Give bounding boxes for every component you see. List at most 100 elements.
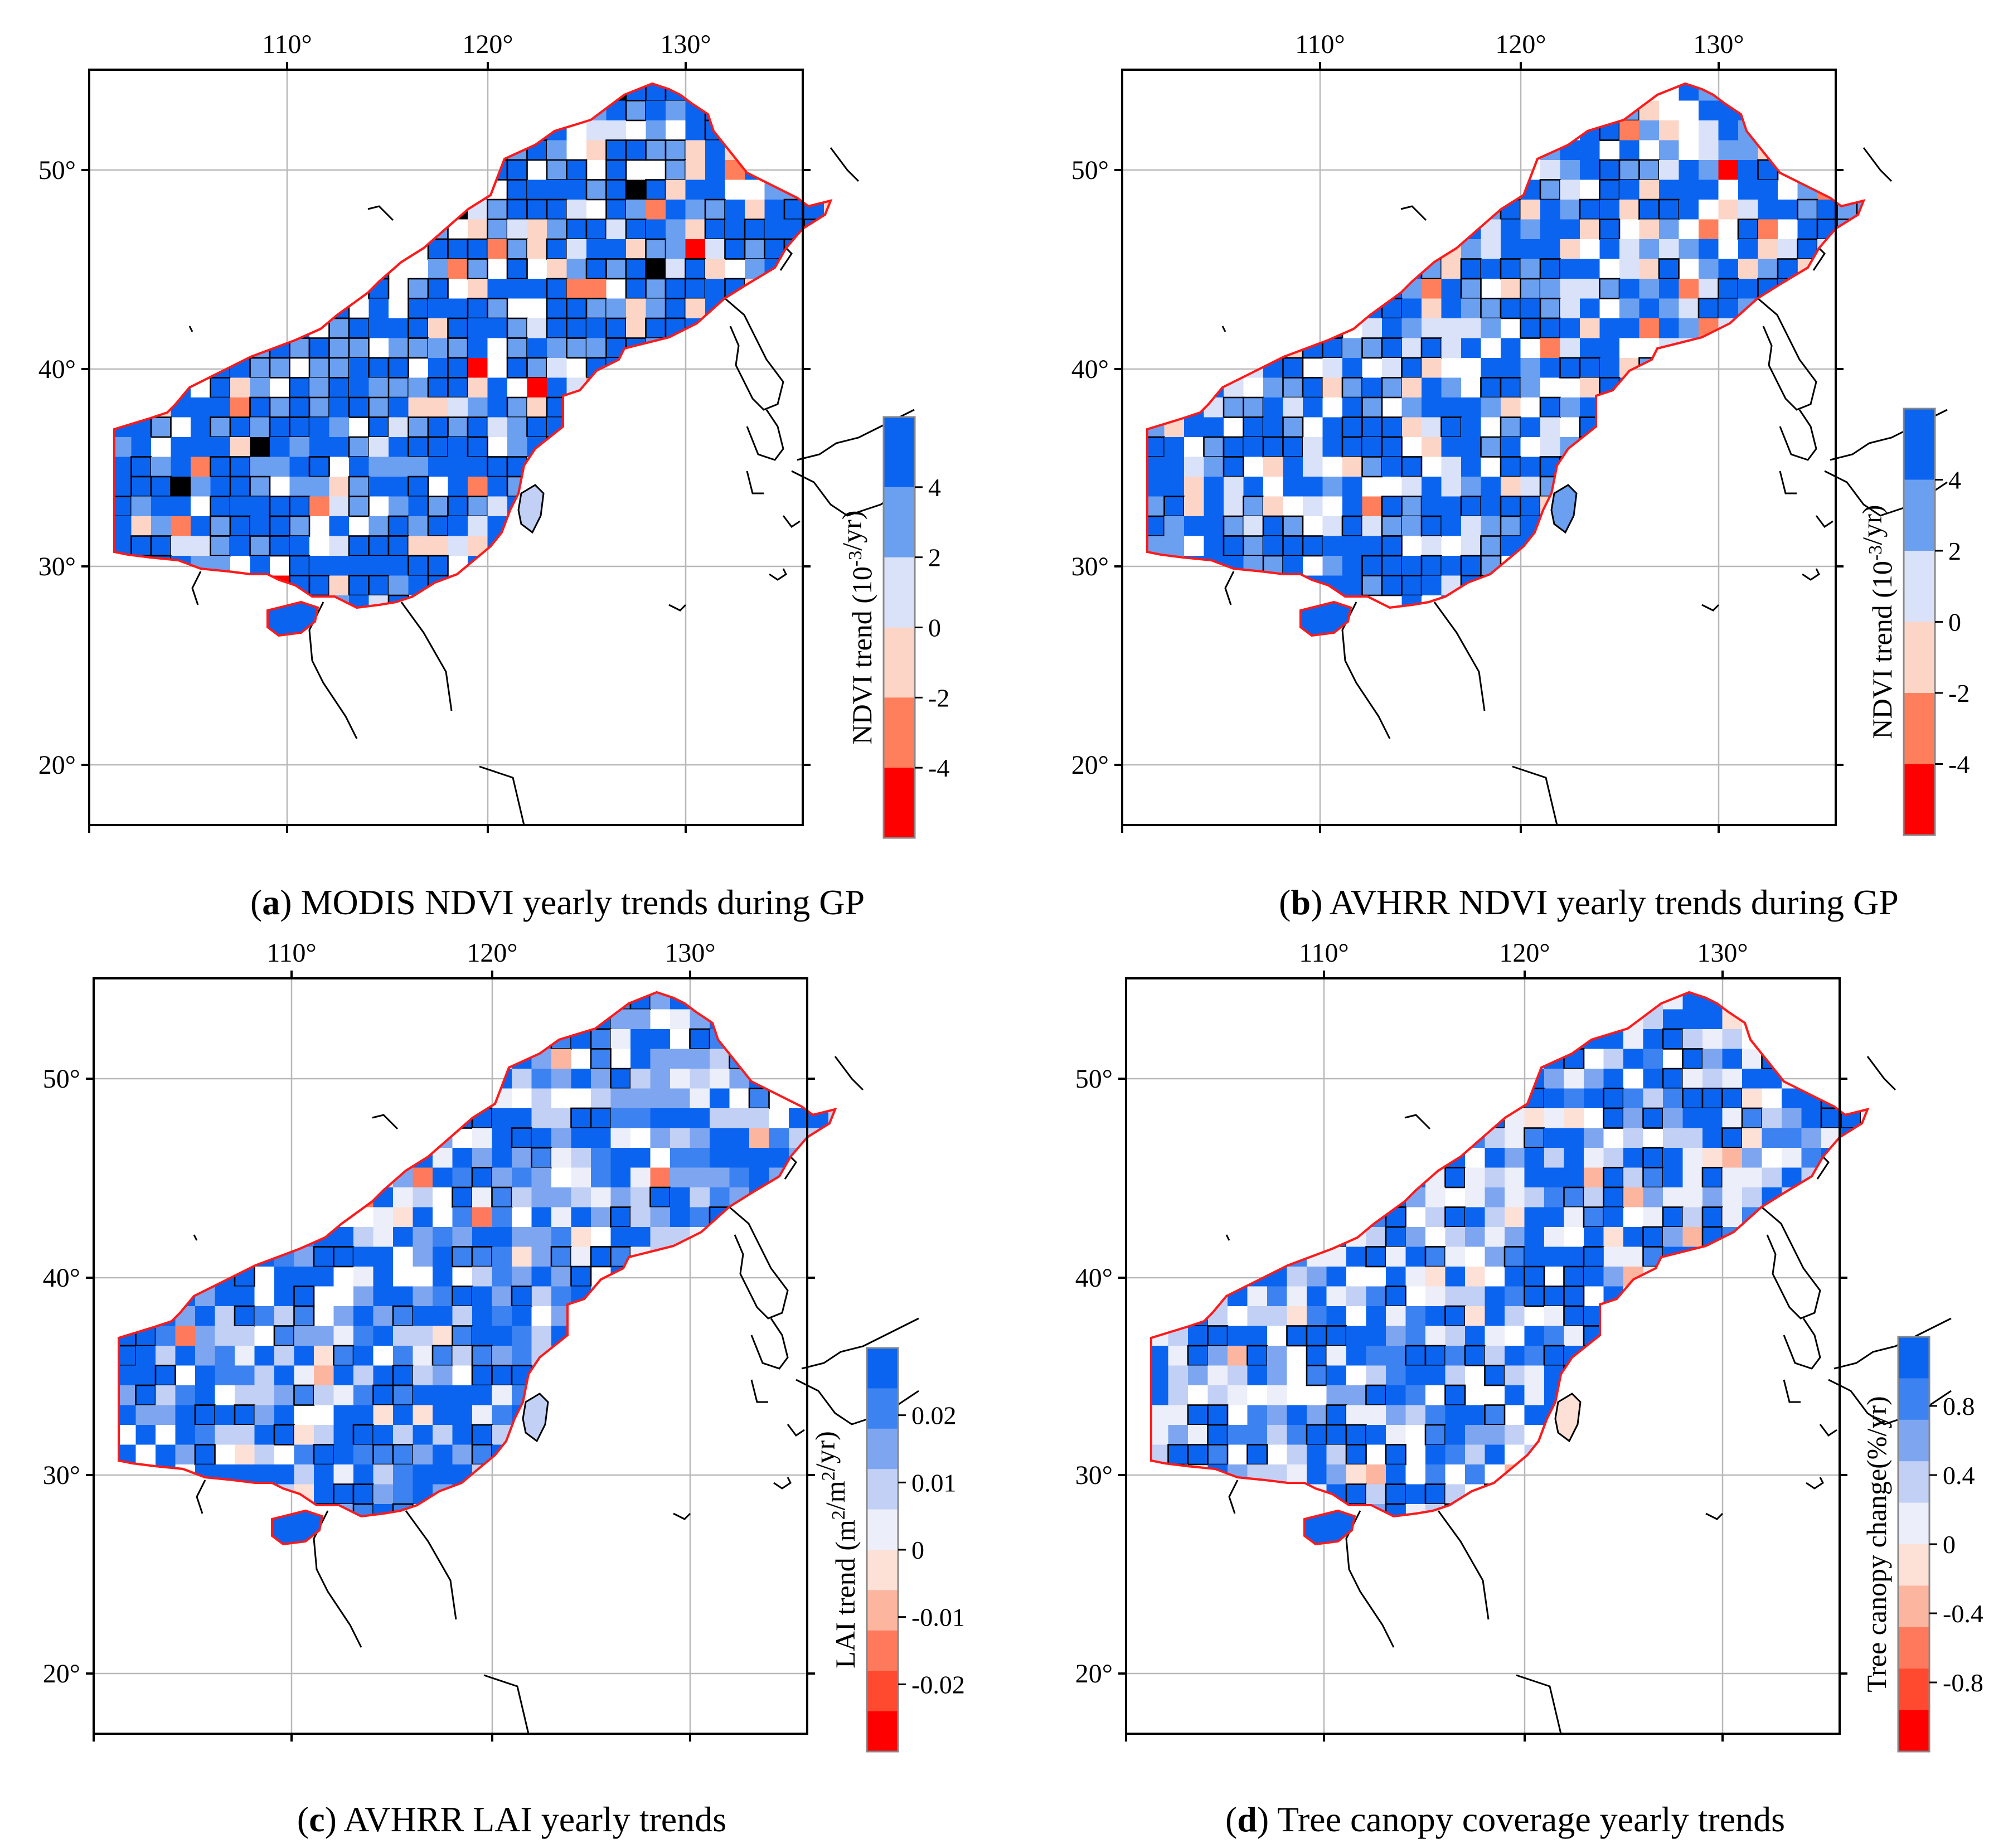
trend-cell <box>1207 1385 1228 1405</box>
trend-cell <box>551 1524 571 1544</box>
trend-cell <box>156 1246 176 1267</box>
trend-cell <box>1500 416 1521 438</box>
trend-cell <box>646 219 666 239</box>
trend-cell <box>353 992 374 1010</box>
trend-cell <box>630 1227 651 1247</box>
trend-cell <box>1618 575 1640 596</box>
trend-cell <box>433 1246 453 1267</box>
trend-cell <box>1361 456 1383 478</box>
trend-cell <box>131 358 151 378</box>
trend-cell <box>274 1286 294 1306</box>
trend-cell <box>645 436 667 458</box>
trend-cell <box>1821 1405 1841 1425</box>
trend-cell <box>249 238 271 260</box>
trend-cell <box>1283 180 1303 200</box>
trend-cell <box>235 1365 255 1385</box>
trend-cell <box>848 1187 869 1207</box>
trend-cell <box>1638 198 1660 220</box>
trend-cell <box>1563 1305 1585 1327</box>
trend-cell <box>428 200 448 220</box>
trend-cell <box>1722 1326 1742 1346</box>
trend-cell <box>1782 1405 1802 1425</box>
trend-cell <box>1501 358 1521 378</box>
trend-cell <box>606 397 626 418</box>
trend-cell <box>1287 1187 1307 1207</box>
trend-cell <box>784 100 804 120</box>
trend-cell <box>1877 140 1897 161</box>
trend-cell <box>254 1187 274 1207</box>
trend-cell <box>606 575 626 595</box>
trend-cell <box>1263 575 1283 595</box>
trend-cell <box>235 1167 255 1187</box>
trend-cell <box>1682 1326 1702 1346</box>
trend-cell <box>1361 416 1383 438</box>
latitude-label: 20° <box>43 1659 80 1689</box>
trend-cell <box>329 219 349 239</box>
trend-cell <box>506 594 528 608</box>
trend-cell <box>1282 317 1304 339</box>
trend-cell <box>1738 595 1758 608</box>
colorbar-swatch <box>884 768 915 838</box>
trend-cell <box>372 1384 394 1406</box>
trend-cell <box>215 1286 235 1306</box>
trend-cell <box>1599 457 1619 477</box>
trend-cell <box>1877 101 1897 121</box>
map-frame <box>1125 977 1841 1735</box>
trend-cell <box>1381 515 1403 537</box>
trend-cell <box>1342 200 1362 220</box>
trend-cell <box>808 1187 828 1207</box>
trend-cell <box>294 1009 314 1029</box>
trend-cell <box>669 1286 691 1307</box>
trend-cell <box>670 1385 690 1405</box>
trend-cell <box>1778 200 1798 220</box>
trend-cell <box>1283 100 1303 120</box>
trend-cell <box>1386 1128 1406 1148</box>
trend-cell <box>254 1385 274 1405</box>
trend-cell <box>269 416 290 438</box>
trend-cell <box>1444 1167 1466 1189</box>
trend-cell <box>645 396 667 418</box>
trend-cell <box>1204 358 1224 378</box>
trend-cell <box>1721 1088 1743 1109</box>
colorbar-label: 2 <box>928 544 941 572</box>
trend-cell <box>710 1444 730 1464</box>
trend-cell <box>408 496 428 516</box>
trend-cell <box>1207 1424 1229 1446</box>
trend-cell <box>492 1286 512 1306</box>
trend-cell <box>1699 437 1719 457</box>
trend-cell <box>804 575 824 595</box>
trend-cell <box>630 1187 651 1207</box>
trend-cell <box>1425 1148 1446 1168</box>
trend-cell <box>431 1345 453 1366</box>
trend-cell <box>249 219 271 240</box>
colorbar-swatch <box>1898 1419 1929 1462</box>
trend-cell <box>571 992 591 1010</box>
trend-cell <box>1247 1425 1267 1445</box>
trend-cell <box>1422 279 1442 299</box>
trend-cell <box>1381 119 1403 141</box>
trend-cell <box>1524 1326 1544 1346</box>
trend-cell <box>1524 1127 1545 1149</box>
trend-cell <box>669 1246 691 1268</box>
trend-cell <box>190 198 211 220</box>
trend-cell <box>1485 1306 1505 1326</box>
trend-cell <box>1386 1425 1406 1445</box>
trend-cell <box>1836 416 1858 438</box>
trend-cell <box>1283 239 1303 259</box>
trend-cell <box>566 259 586 279</box>
trend-cell <box>1485 1286 1505 1306</box>
trend-cell <box>171 200 191 220</box>
trend-cell <box>1362 318 1382 338</box>
trend-cell <box>392 1384 414 1406</box>
trend-cell <box>1365 1246 1387 1268</box>
trend-cell <box>1151 1305 1169 1327</box>
trend-cell <box>606 219 626 239</box>
trend-cell <box>629 1365 651 1386</box>
coastline <box>1828 1379 1952 1425</box>
trend-cell <box>349 358 369 378</box>
trend-cell <box>1460 258 1482 280</box>
trend-cell <box>591 1365 611 1385</box>
trend-cell <box>468 536 488 556</box>
trend-cell <box>373 1227 393 1247</box>
trend-cell <box>1758 516 1778 536</box>
